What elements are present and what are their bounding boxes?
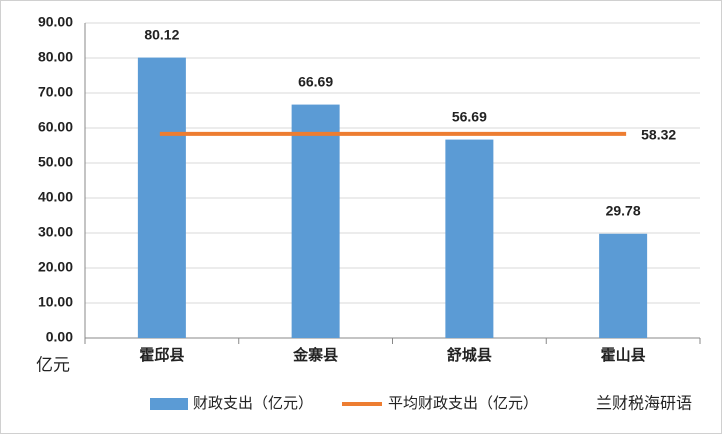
watermark: 兰财税海研语: [596, 394, 692, 413]
x-tick-label: 霍山县: [601, 346, 646, 364]
bar: [445, 139, 494, 338]
y-tick-label: 80.00: [38, 49, 73, 65]
x-tick-label: 金寨县: [292, 346, 338, 364]
legend-swatch: [150, 398, 188, 410]
x-tick-label: 霍邱县: [139, 346, 184, 364]
y-axis-label: 亿元: [36, 356, 70, 376]
y-tick-label: 0.00: [46, 329, 73, 345]
legend-label: 平均财政支出（亿元）: [388, 394, 538, 412]
y-tick-label: 50.00: [38, 154, 73, 170]
bar: [137, 57, 186, 339]
data-label: 56.69: [452, 108, 487, 124]
legend-label: 财政支出（亿元）: [193, 394, 313, 412]
y-tick-label: 20.00: [38, 259, 73, 275]
bar: [599, 233, 648, 338]
y-tick-label: 70.00: [38, 84, 73, 100]
y-tick-label: 60.00: [38, 119, 73, 135]
y-tick-label: 90.00: [38, 14, 73, 30]
bar: [291, 104, 340, 339]
y-tick-label: 30.00: [38, 224, 73, 240]
average-label: 58.32: [641, 127, 676, 143]
data-label: 66.69: [298, 73, 333, 89]
x-tick-label: 舒城县: [447, 346, 492, 364]
data-label: 80.12: [144, 26, 179, 42]
data-label: 29.78: [606, 202, 641, 218]
y-tick-label: 10.00: [38, 294, 73, 310]
y-tick-label: 40.00: [38, 189, 73, 205]
